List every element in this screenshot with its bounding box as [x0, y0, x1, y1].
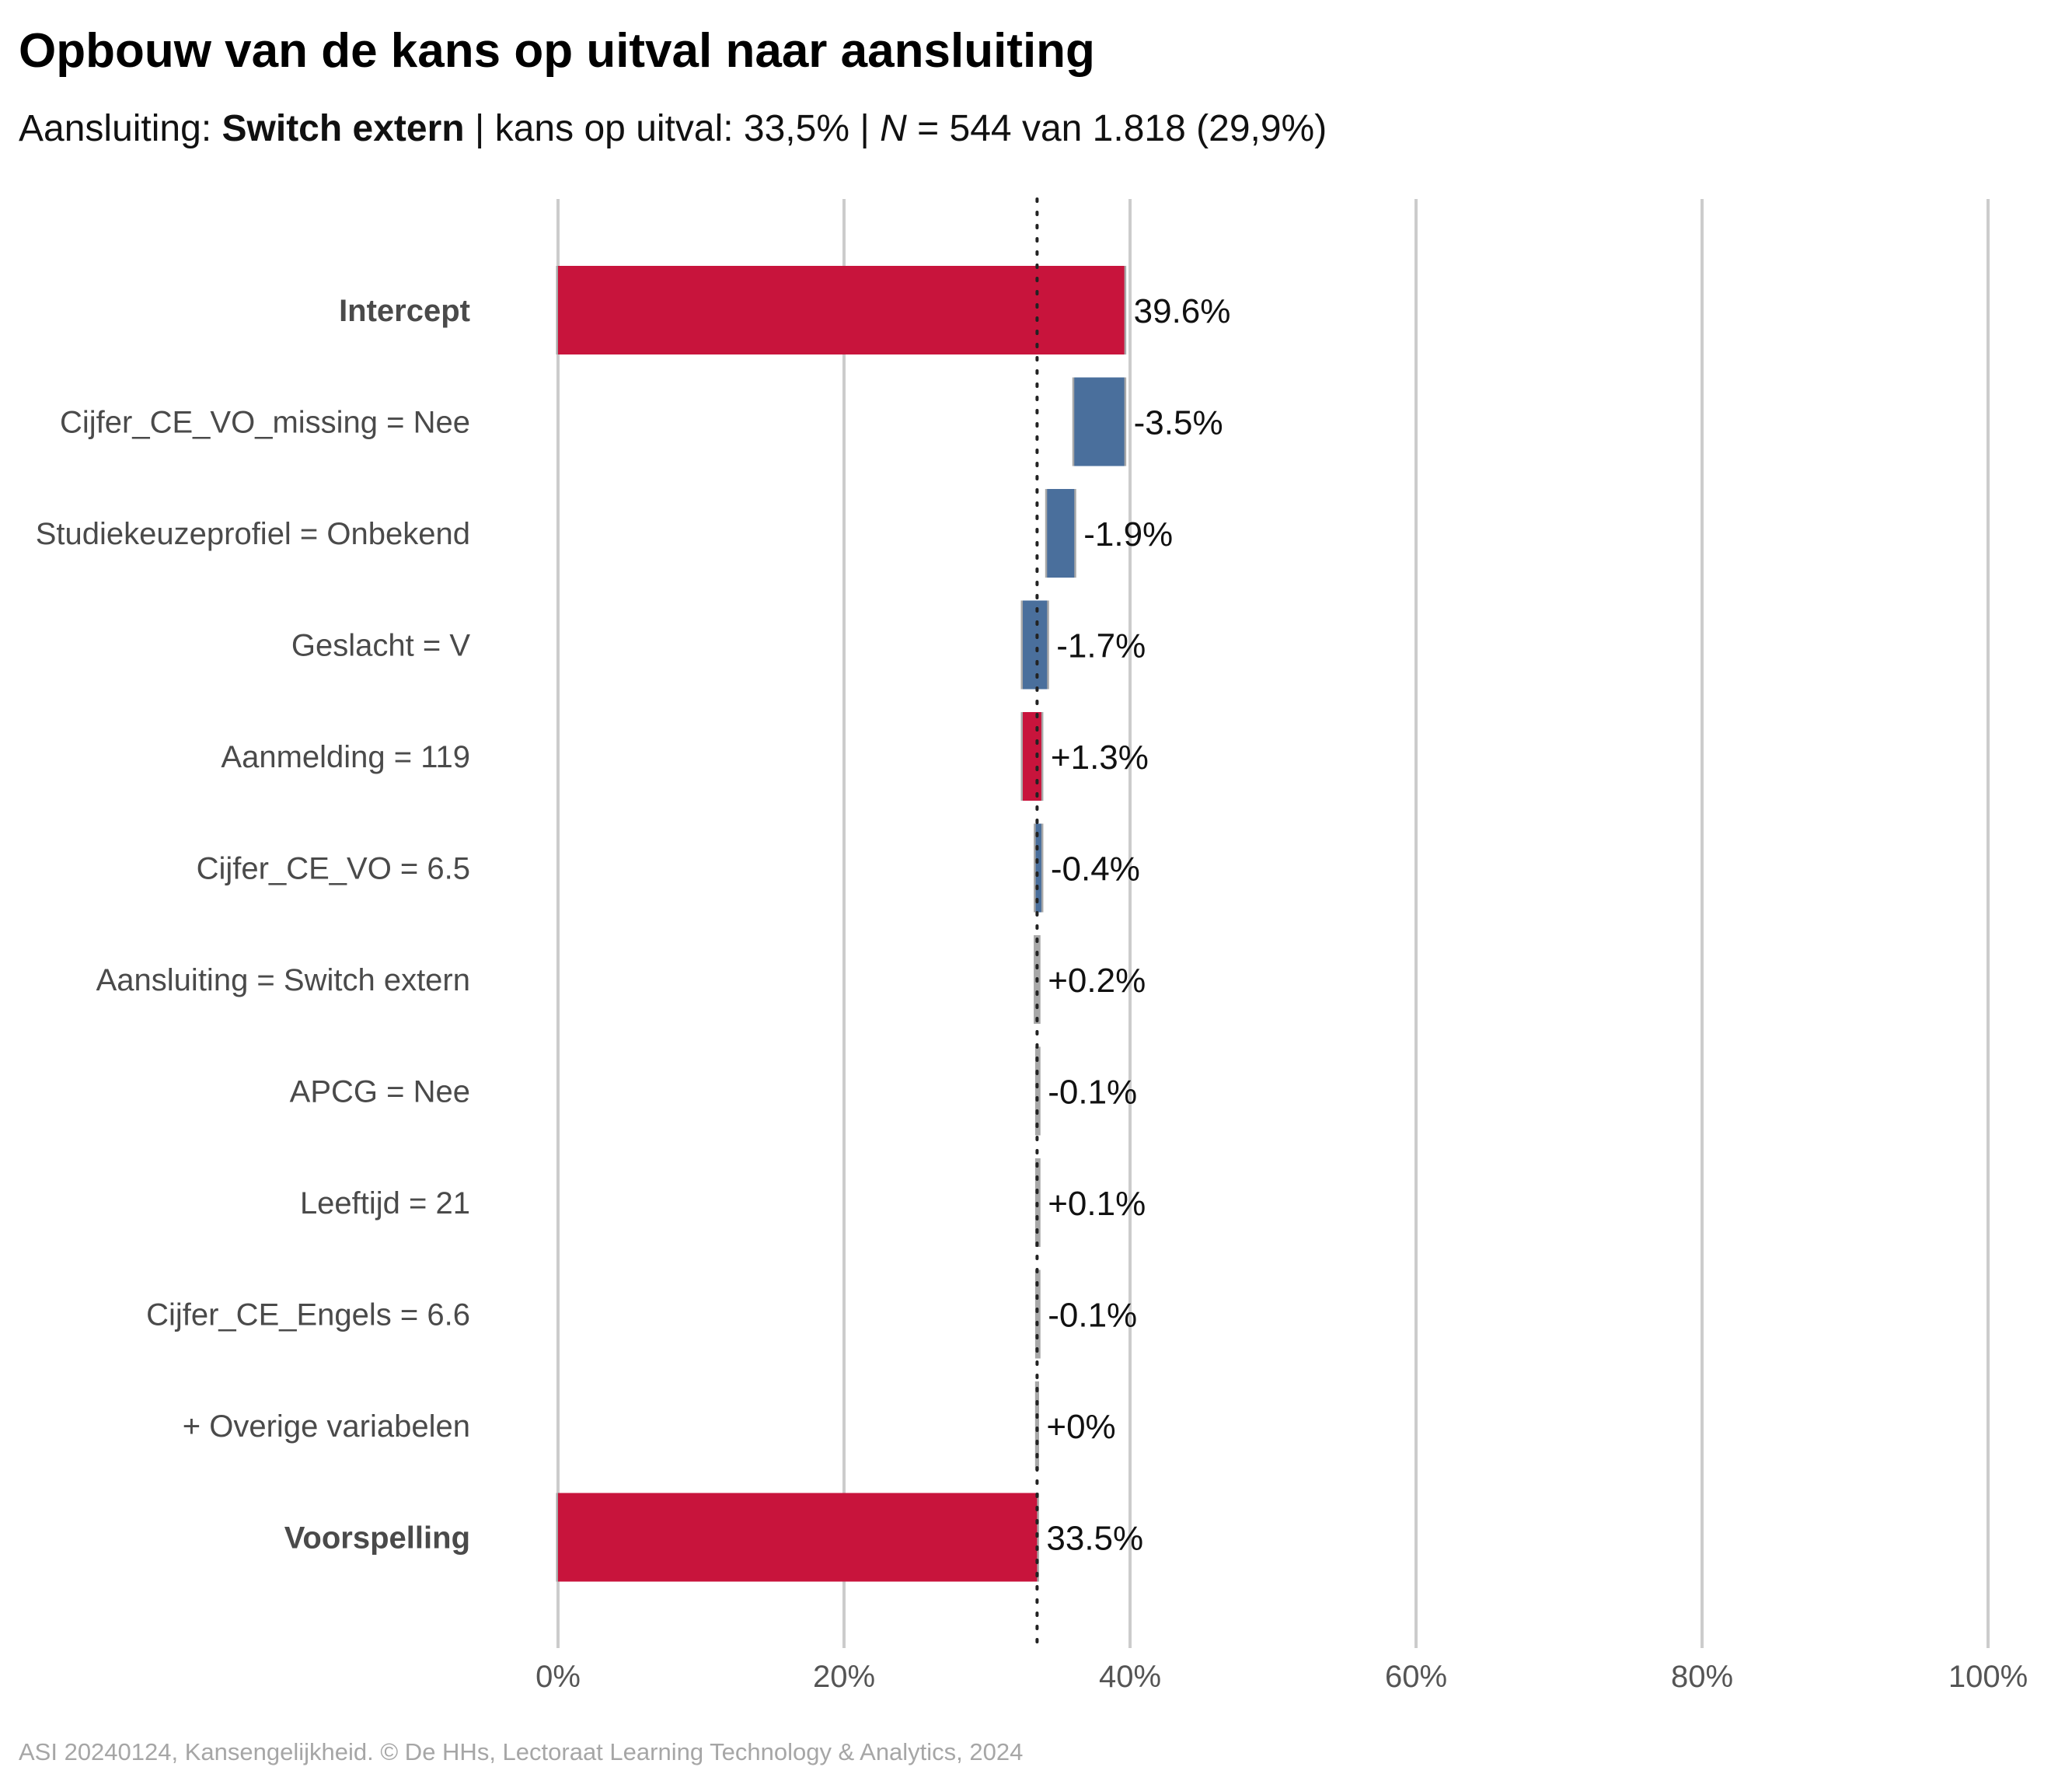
x-tick-label: 0% — [535, 1660, 581, 1694]
waterfall-chart: Intercept 39.6% Cijfer_CE_VO_missing = Nee… — [36, 197, 2028, 1694]
value-label: -0.1% — [1048, 1297, 1137, 1335]
chart-title: Opbouw van de kans op uitval naar aanslu… — [19, 24, 1095, 78]
x-tick-label: 100% — [1948, 1660, 2028, 1694]
x-tick-label: 20% — [813, 1660, 875, 1694]
value-label: +0.2% — [1048, 962, 1146, 1000]
value-label: -0.4% — [1051, 850, 1140, 889]
value-label: +0.1% — [1048, 1185, 1146, 1223]
row-label: Cijfer_CE_VO = 6.5 — [197, 852, 470, 886]
bar — [1023, 712, 1041, 801]
value-label: +0% — [1046, 1408, 1115, 1446]
gridlines — [556, 199, 1990, 1648]
x-tick-label: 80% — [1671, 1660, 1733, 1694]
subtitle-middle: | kans op uitval: 33,5% | — [464, 108, 881, 149]
bar — [1047, 489, 1075, 578]
row-label: Cijfer_CE_VO_missing = Nee — [60, 406, 470, 440]
row-label: + Overige variabelen — [183, 1409, 470, 1444]
value-label: -1.7% — [1056, 627, 1146, 665]
bar — [558, 1493, 1038, 1582]
value-label: 33.5% — [1046, 1520, 1143, 1558]
row-label: Voorspelling — [284, 1521, 470, 1556]
row-label: Intercept — [339, 294, 470, 328]
value-label: -1.9% — [1083, 515, 1173, 554]
row-label: APCG = Nee — [290, 1075, 470, 1109]
chart-subtitle: Aansluiting: Switch extern | kans op uit… — [19, 107, 1327, 150]
x-tick-label: 60% — [1385, 1660, 1447, 1694]
row-label: Aansluiting = Switch extern — [96, 963, 470, 997]
bar — [1037, 1269, 1039, 1359]
subtitle-n-symbol: N — [880, 108, 907, 149]
bar — [558, 266, 1125, 354]
bar — [1037, 1046, 1039, 1136]
row-label: Leeftijd = 21 — [300, 1186, 470, 1221]
row-label: Geslacht = V — [291, 629, 470, 663]
bar — [1074, 377, 1125, 466]
bars — [556, 266, 1127, 1582]
x-axis-ticks: 0% 20% 40% 60% 80% 100% — [535, 1660, 2028, 1694]
bar — [1023, 600, 1048, 690]
value-label: -3.5% — [1134, 404, 1223, 442]
subtitle-n-text: = 544 van 1.818 (29,9%) — [906, 108, 1327, 149]
x-tick-label: 40% — [1099, 1660, 1161, 1694]
value-label: 39.6% — [1134, 292, 1231, 330]
row-label: Studiekeuzeprofiel = Onbekend — [36, 517, 470, 551]
subtitle-group: Switch extern — [222, 108, 465, 149]
row-label: Cijfer_CE_Engels = 6.6 — [146, 1298, 470, 1332]
row-label: Aanmelding = 119 — [221, 740, 470, 774]
value-label: +1.3% — [1051, 739, 1149, 777]
subtitle-prefix: Aansluiting: — [19, 108, 222, 149]
chart-caption: ASI 20240124, Kansengelijkheid. © De HHs… — [19, 1738, 1024, 1765]
bar — [1035, 823, 1041, 913]
labels: Intercept 39.6% Cijfer_CE_VO_missing = Nee… — [36, 292, 1231, 1558]
value-label: -0.1% — [1048, 1074, 1137, 1112]
